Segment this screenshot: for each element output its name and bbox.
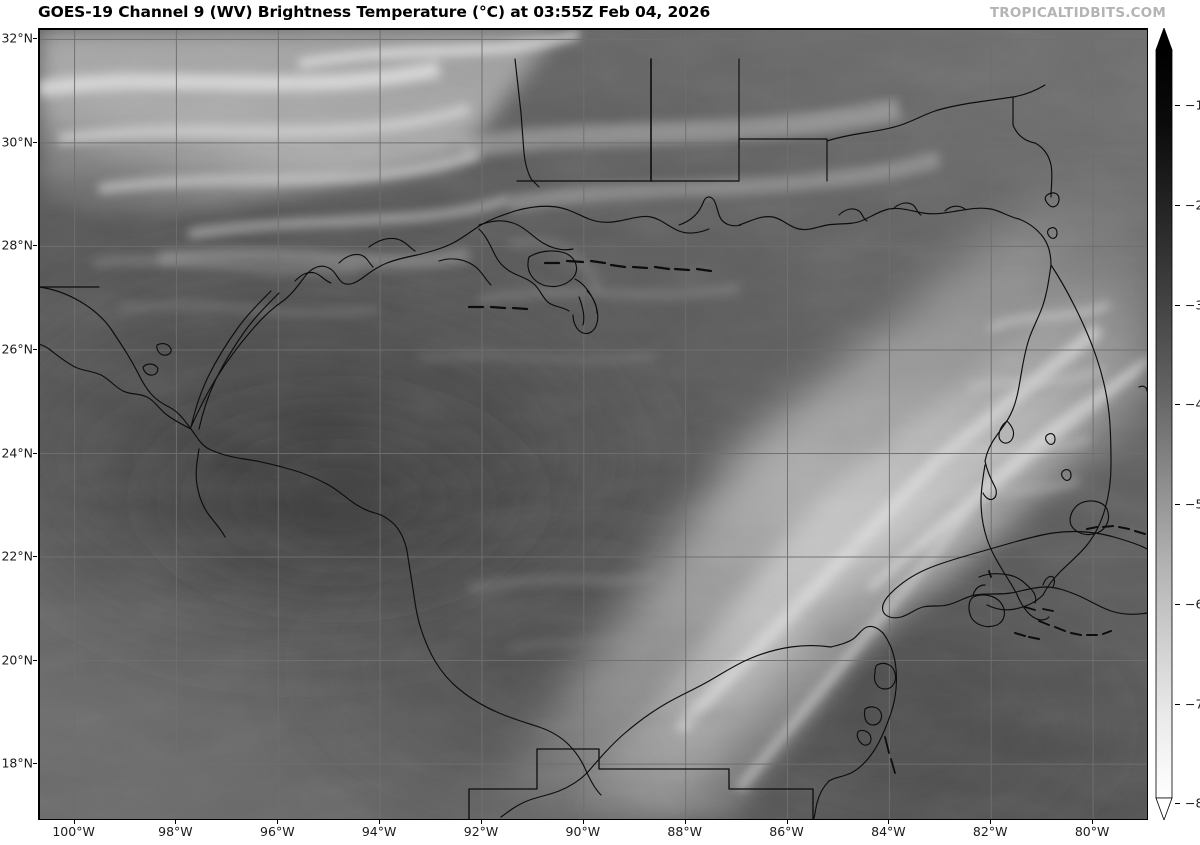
x-tick (888, 820, 890, 824)
x-tick-label: 80°W (1074, 824, 1110, 839)
x-tick-label: 94°W (361, 824, 397, 839)
y-tick (33, 556, 37, 557)
colorbar-label: −80 (1185, 795, 1200, 811)
colorbar[interactable] (1155, 28, 1173, 820)
x-tick (175, 820, 177, 824)
site-watermark: TROPICALTIDBITS.COM (989, 5, 1166, 21)
y-tick (33, 38, 37, 40)
x-tick-label: 88°W (667, 824, 702, 839)
y-tick-label: 32°N (1, 30, 33, 46)
colorbar-label: −20 (1185, 197, 1200, 213)
colorbar-label: −30 (1185, 297, 1200, 313)
page-title: GOES-19 Channel 9 (WV) Brightness Temper… (38, 3, 711, 21)
colorbar-tick (1175, 105, 1180, 106)
x-tick (582, 820, 584, 824)
y-tick-label: 18°N (1, 755, 33, 771)
y-tick-label: 22°N (1, 548, 33, 564)
x-tick (786, 820, 788, 824)
y-tick (33, 141, 37, 143)
title-bar: GOES-19 Channel 9 (WV) Brightness Temper… (0, 0, 1200, 26)
x-tick-label: 92°W (463, 824, 499, 839)
map-gridlines (39, 29, 1147, 819)
x-tick (684, 820, 686, 824)
colorbar-tick (1175, 604, 1180, 605)
x-tick-label: 84°W (871, 824, 906, 839)
coastlines (39, 58, 1147, 819)
y-tick-label: 28°N (1, 237, 33, 253)
x-tick (379, 820, 381, 824)
colorbar-label: −10 (1185, 97, 1200, 113)
colorbar-label: −40 (1185, 396, 1200, 412)
x-tick (277, 820, 279, 824)
colorbar-tick (1175, 803, 1180, 804)
y-tick (33, 245, 37, 247)
satellite-imagery (39, 29, 1147, 819)
y-tick (33, 349, 37, 350)
colorbar-label: −70 (1185, 696, 1200, 712)
x-tick (990, 820, 992, 824)
y-tick-label: 26°N (1, 341, 33, 357)
colorbar-label: −50 (1185, 496, 1200, 512)
x-tick-label: 100°W (52, 824, 95, 839)
x-tick (73, 820, 75, 824)
colorbar-tick (1175, 205, 1180, 206)
colorbar-tick (1175, 504, 1180, 505)
colorbar-label: −60 (1185, 596, 1200, 612)
y-tick-label: 24°N (1, 445, 33, 460)
y-tick-label: 20°N (1, 652, 33, 667)
y-tick (33, 659, 37, 661)
y-tick (33, 452, 37, 454)
x-tick (1092, 820, 1094, 824)
y-tick (33, 763, 37, 765)
colorbar-tick (1175, 404, 1180, 405)
x-tick (481, 820, 482, 824)
satellite-map-panel[interactable] (38, 28, 1148, 820)
x-tick-label: 82°W (972, 824, 1008, 839)
colorbar-gradient (1155, 28, 1173, 820)
colorbar-tick (1175, 704, 1180, 705)
x-tick-label: 96°W (260, 824, 295, 839)
colorbar-tick (1175, 305, 1180, 306)
x-tick-label: 98°W (158, 824, 193, 839)
x-tick-label: 90°W (565, 824, 601, 839)
y-tick-label: 30°N (1, 134, 33, 150)
x-tick-label: 86°W (769, 824, 804, 839)
